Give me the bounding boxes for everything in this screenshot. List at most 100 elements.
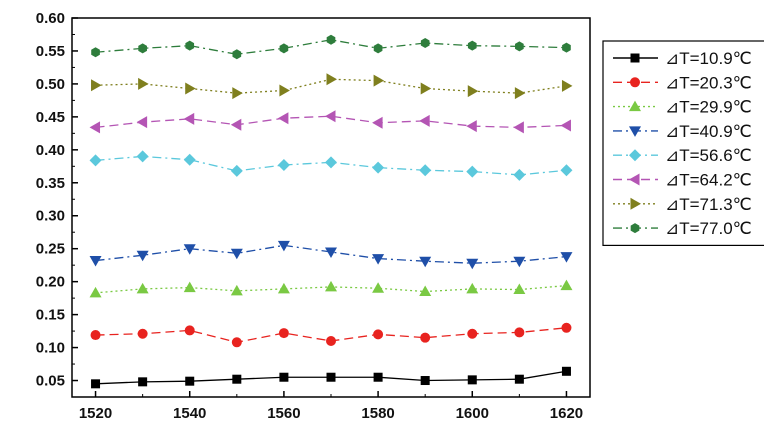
- data-point: [420, 332, 431, 343]
- data-point: [136, 150, 149, 163]
- legend-label: ⊿T=64.2℃: [665, 171, 752, 190]
- series-6: [89, 110, 571, 134]
- data-point: [325, 156, 337, 169]
- data-point: [89, 286, 102, 298]
- data-point: [279, 372, 289, 382]
- x-tick-label: 1580: [361, 405, 394, 422]
- data-point: [326, 73, 337, 86]
- x-tick-label: 1560: [267, 405, 300, 422]
- plot-series: [89, 34, 573, 389]
- legend-marker: [630, 53, 640, 63]
- data-point: [372, 254, 385, 265]
- legend-marker: [630, 77, 640, 88]
- legend-label: ⊿T=20.3℃: [665, 73, 752, 92]
- legend-label: ⊿T=29.9℃: [665, 98, 752, 117]
- data-point: [232, 49, 242, 60]
- data-point: [185, 376, 195, 386]
- data-point: [467, 85, 479, 98]
- data-point: [373, 74, 385, 87]
- legend-label: ⊿T=10.9℃: [665, 49, 752, 68]
- data-point: [277, 282, 290, 294]
- data-point: [560, 164, 573, 177]
- data-point: [372, 282, 385, 293]
- data-point: [514, 374, 524, 384]
- legend-box: [602, 40, 764, 246]
- data-point: [138, 377, 148, 387]
- data-point: [420, 38, 430, 49]
- data-point: [278, 328, 289, 339]
- data-point: [279, 84, 290, 97]
- legend-entry: ⊿T=77.0℃: [613, 219, 752, 238]
- legend-marker: [630, 223, 640, 234]
- legend-entry: ⊿T=29.9℃: [613, 98, 752, 117]
- data-point: [230, 248, 243, 260]
- x-tick-label: 1620: [550, 405, 583, 422]
- data-point: [230, 164, 243, 177]
- y-tick-label: 0.45: [36, 109, 65, 126]
- y-tick-label: 0.15: [36, 307, 65, 324]
- legend-label: ⊿T=71.3℃: [665, 195, 752, 214]
- legend-entry: ⊿T=20.3℃: [613, 73, 752, 92]
- data-point: [185, 40, 195, 51]
- data-point: [561, 322, 572, 333]
- data-point: [231, 337, 242, 348]
- data-point: [89, 121, 101, 134]
- data-point: [560, 279, 573, 291]
- data-point: [514, 327, 525, 338]
- data-point: [277, 240, 290, 252]
- x-tick-label: 1520: [79, 405, 112, 422]
- series-8: [91, 34, 571, 60]
- data-point: [372, 161, 385, 174]
- y-tick-label: 0.60: [36, 10, 65, 27]
- data-point: [419, 164, 432, 177]
- data-point: [373, 329, 384, 340]
- plot-axes: 0.05 0.10 0.15 0.20 0.25 0.30 0.35 0.40 0.45 0.50…: [36, 10, 591, 422]
- legend: ⊿T=10.9℃ ⊿T=20.3℃ ⊿T=29.9℃ ⊿T=40.9℃ ⊿T=56.6℃…: [602, 40, 764, 246]
- data-point: [277, 158, 290, 171]
- data-point: [326, 335, 336, 346]
- data-point: [90, 330, 101, 341]
- data-point: [183, 112, 195, 125]
- series-7: [91, 73, 573, 100]
- data-point: [183, 281, 196, 293]
- legend-marker: [629, 126, 641, 137]
- data-point: [232, 87, 243, 100]
- y-tick-label: 0.20: [36, 274, 65, 291]
- data-point: [138, 77, 149, 90]
- data-point: [137, 328, 148, 339]
- data-point: [419, 114, 430, 127]
- data-point: [372, 116, 383, 129]
- data-point: [467, 40, 477, 51]
- data-point: [89, 256, 102, 267]
- legend-entry: ⊿T=10.9℃: [613, 49, 752, 68]
- data-point: [419, 256, 432, 268]
- data-point: [514, 87, 526, 100]
- legend-entry: ⊿T=71.3℃: [613, 195, 752, 214]
- y-tick-label: 0.30: [36, 208, 65, 225]
- data-point: [513, 121, 524, 134]
- y-tick-label: 0.50: [36, 76, 65, 93]
- data-point: [466, 282, 479, 294]
- data-point: [326, 34, 336, 45]
- data-point: [91, 379, 101, 389]
- y-tick-label: 0.35: [36, 175, 65, 192]
- series-1: [91, 366, 571, 389]
- y-tick-label: 0.10: [36, 340, 65, 357]
- legend-label: ⊿T=40.9℃: [665, 122, 752, 141]
- data-point: [230, 118, 242, 131]
- data-point: [326, 372, 336, 382]
- data-point: [136, 250, 149, 262]
- series-line: [95, 78, 567, 94]
- x-tick-label: 1540: [173, 405, 206, 422]
- data-point: [184, 325, 195, 336]
- y-tick-label: 0.25: [36, 241, 65, 258]
- data-point: [183, 153, 196, 166]
- data-point: [513, 168, 526, 181]
- legend-entry: ⊿T=64.2℃: [613, 171, 752, 190]
- data-point: [561, 79, 573, 92]
- data-point: [325, 110, 336, 123]
- data-point: [183, 244, 196, 255]
- data-point: [232, 374, 242, 384]
- data-point: [560, 252, 573, 263]
